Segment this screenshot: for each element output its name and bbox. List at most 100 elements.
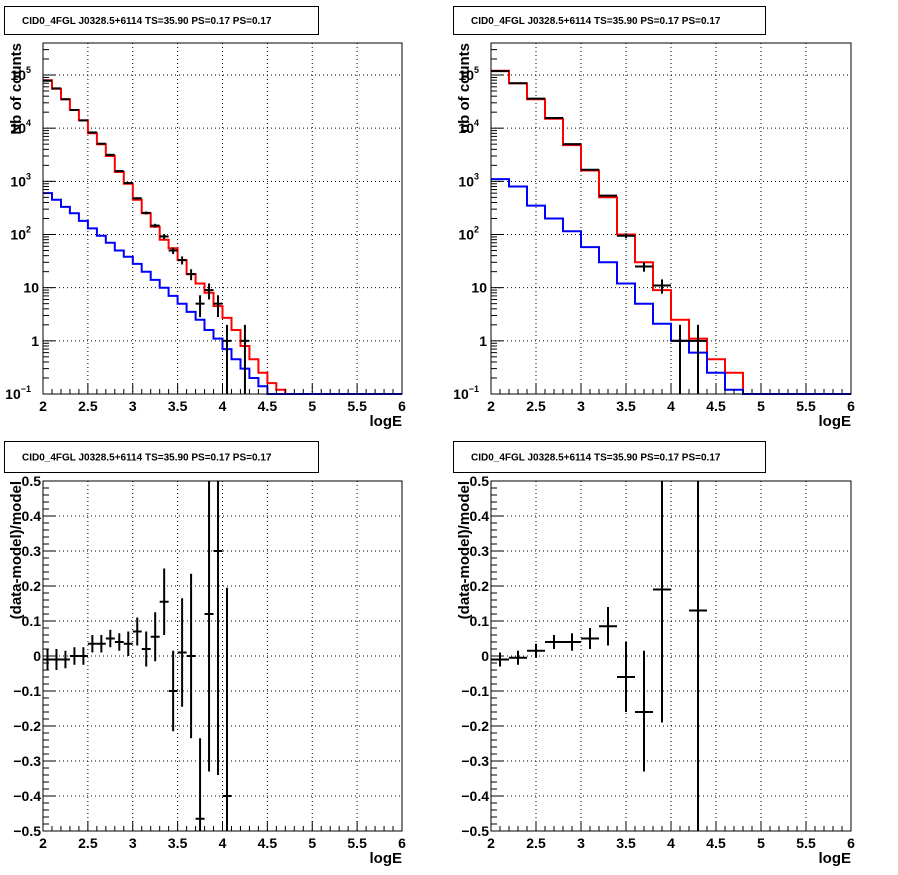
data-point	[150, 223, 160, 228]
y-tick-label: 0.5	[22, 473, 42, 489]
y-tick-label: 0.3	[470, 543, 490, 559]
x-tick-label: 2.5	[78, 835, 98, 851]
x-tick-label: 5	[757, 835, 765, 851]
residual-point	[150, 612, 160, 662]
data-point	[563, 143, 581, 146]
residual-point	[509, 650, 527, 665]
y-tick-label: 102	[10, 225, 31, 243]
data-point	[123, 182, 133, 185]
x-tick-label: 4	[219, 398, 227, 414]
x-tick-label: 2	[487, 835, 495, 851]
y-tick-label: 0	[33, 648, 41, 664]
y-tick-label: 0.4	[470, 508, 490, 524]
y-axis-label: (data-model)/model	[456, 481, 473, 619]
y-tick-label: 10−1	[5, 384, 31, 402]
y-tick-label: 0.1	[470, 613, 490, 629]
data-point	[671, 324, 689, 394]
residual-point	[177, 598, 187, 707]
residual-point	[132, 617, 142, 646]
data-point	[653, 279, 671, 294]
y-tick-label: −0.4	[461, 788, 489, 804]
x-tick-label: 4.5	[258, 835, 278, 851]
chart-title: CID0_4FGL J0328.5+6114 TS=35.90 PS=0.17 …	[22, 16, 272, 27]
data-point	[222, 324, 232, 394]
residual-point	[141, 631, 151, 667]
residual-point	[617, 642, 635, 712]
residual-point	[545, 635, 563, 649]
y-tick-label: 102	[458, 225, 479, 243]
data-point	[635, 262, 653, 272]
residual-point	[123, 631, 133, 656]
x-axis: 2 2.5 3 3.5 4 4.5 5 5.5 6	[39, 821, 406, 851]
y-tick-label: −0.1	[13, 683, 41, 699]
y-axis: −0.5 −0.4 −0.3 −0.2 −0.1 0 0.1 0.2 0.3 0.4 0.5	[461, 473, 503, 839]
y-tick-label: −0.2	[13, 718, 41, 734]
x-tick-label: 2	[39, 398, 47, 414]
x-tick-label: 3.5	[616, 398, 636, 414]
chart-panel-3: CID0_4FGL J0328.5+6114 TS=35.90 PS=0.17 …	[4, 441, 406, 867]
y-tick-label: 0.2	[470, 578, 490, 594]
residual-point	[599, 607, 617, 646]
x-axis: 2 2.5 3 3.5 4 4.5 5 5.5 6	[39, 384, 406, 414]
x-tick-label: 6	[847, 835, 855, 851]
grid	[491, 481, 851, 831]
y-axis: 10−1 1 10 102 103 104 105	[5, 42, 55, 402]
y-tick-label: −0.3	[13, 753, 41, 769]
y-tick-label: −0.3	[461, 753, 489, 769]
data-point	[177, 256, 187, 265]
x-tick-label: 2.5	[526, 398, 546, 414]
title-box	[4, 6, 319, 35]
data-point	[96, 142, 106, 145]
y-tick-label: 0	[481, 648, 489, 664]
data-point	[689, 324, 707, 394]
chart-title: CID0_4FGL J0328.5+6114 TS=35.90 PS=0.17 …	[471, 453, 721, 464]
residual-point	[69, 647, 79, 665]
residual-point	[635, 650, 653, 772]
title-box	[453, 441, 766, 473]
data-point	[132, 197, 142, 200]
title-box	[4, 441, 319, 473]
y-tick-label: 0.4	[22, 508, 42, 524]
chart-title: CID0_4FGL J0328.5+6114 TS=35.90 PS=0.17 …	[22, 453, 272, 464]
residual-point	[159, 568, 169, 635]
x-tick-label: 6	[398, 835, 406, 851]
y-tick-label: 105	[458, 65, 479, 83]
data-point	[141, 211, 151, 215]
x-tick-label: 4	[219, 835, 227, 851]
y-tick-label: −0.1	[461, 683, 489, 699]
x-tick-label: 2.5	[526, 835, 546, 851]
grid	[43, 481, 402, 831]
y-tick-label: 0.5	[470, 473, 490, 489]
x-tick-label: 3	[577, 398, 585, 414]
y-tick-label: −0.5	[13, 823, 41, 839]
x-tick-label: 3.5	[168, 398, 188, 414]
y-tick-label: 0.2	[22, 578, 42, 594]
chart-panel-2: CID0_4FGL J0328.5+6114 TS=35.90 PS=0.17 …	[453, 6, 855, 430]
y-axis-label: nb of counts	[456, 43, 473, 133]
x-tick-label: 2	[39, 835, 47, 851]
data-point	[599, 194, 617, 197]
residual-point	[96, 635, 106, 653]
chart-title: CID0_4FGL J0328.5+6114 TS=35.90 PS=0.17 …	[471, 16, 721, 27]
residual-point	[114, 633, 124, 651]
data-point	[186, 269, 196, 281]
y-tick-label: 104	[458, 118, 479, 136]
residual-point	[87, 635, 97, 653]
x-tick-label: 5	[308, 835, 316, 851]
residual-point	[78, 647, 88, 665]
residual-point	[491, 652, 509, 667]
y-tick-label: 10	[23, 280, 39, 296]
y-axis: 10−1 1 10 102 103 104 105	[453, 42, 503, 402]
residual-point	[168, 650, 178, 732]
residual-point	[581, 628, 599, 649]
residual-point	[195, 738, 205, 831]
y-tick-label: 0.1	[22, 613, 42, 629]
y-axis: −0.5 −0.4 −0.3 −0.2 −0.1 0 0.1 0.2 0.3 0.4 0.5	[13, 473, 55, 839]
chart-panel-4: CID0_4FGL J0328.5+6114 TS=35.90 PS=0.17 …	[453, 441, 855, 867]
residual-point	[105, 629, 115, 648]
residual-point	[653, 481, 671, 723]
x-tick-label: 3	[129, 835, 137, 851]
data-point	[617, 233, 635, 239]
x-tick-label: 5	[308, 398, 316, 414]
